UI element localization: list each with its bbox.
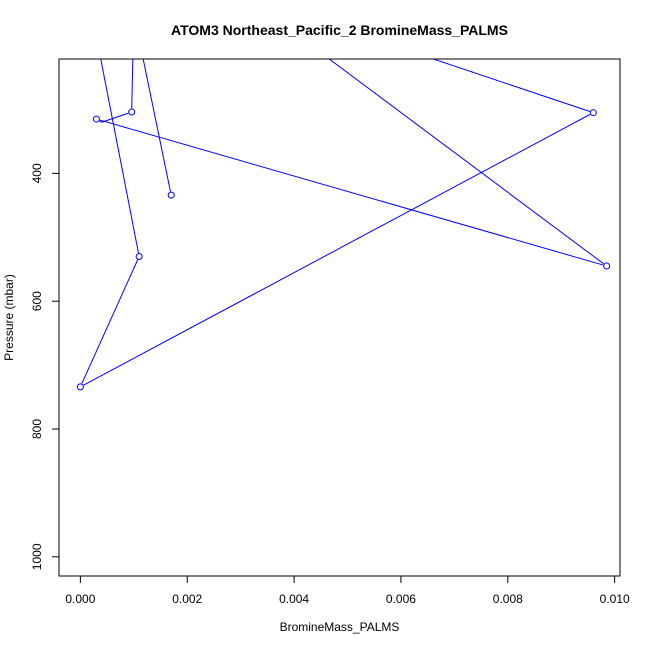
- data-point: [76, 383, 84, 391]
- x-tick-label: 0.008: [493, 592, 523, 606]
- series-line-segment: [99, 119, 604, 266]
- data-point: [167, 191, 175, 199]
- data-point: [589, 109, 597, 117]
- x-tick-label: 0.002: [172, 592, 202, 606]
- y-tick-label: 600: [30, 291, 44, 311]
- data-point: [603, 262, 611, 270]
- y-tick-label: 1000: [30, 543, 44, 570]
- data-point: [135, 252, 143, 260]
- series-line-segment: [328, 59, 605, 265]
- series-line-segment: [431, 59, 591, 113]
- plot-frame: [58, 58, 621, 577]
- x-tick-label: 0.006: [386, 592, 416, 606]
- plot-series: [76, 59, 611, 391]
- x-tick-label: 0.004: [279, 592, 309, 606]
- chart-title: ATOM3 Northeast_Pacific_2 BromineMass_PA…: [171, 22, 508, 38]
- series-line-segment: [81, 259, 139, 384]
- x-tick-label: 0.000: [65, 592, 95, 606]
- series-line-segment: [101, 112, 129, 123]
- x-tick-label: 0.010: [600, 592, 630, 606]
- x-axis-label: BromineMass_PALMS: [280, 620, 400, 634]
- series-line-segment: [99, 120, 102, 123]
- series-line-segment: [83, 113, 591, 386]
- series-line-segment: [142, 59, 171, 192]
- y-axis-label: Pressure (mbar): [2, 274, 16, 361]
- y-tick-label: 800: [30, 419, 44, 439]
- y-tick-label: 400: [30, 163, 44, 183]
- series-line-segment: [100, 59, 139, 254]
- x-axis: 0.000 0.002 0.004 0.006 0.008 0.010: [65, 575, 630, 606]
- series-line-segment: [131, 59, 134, 109]
- data-point: [128, 108, 136, 116]
- data-point: [92, 115, 100, 123]
